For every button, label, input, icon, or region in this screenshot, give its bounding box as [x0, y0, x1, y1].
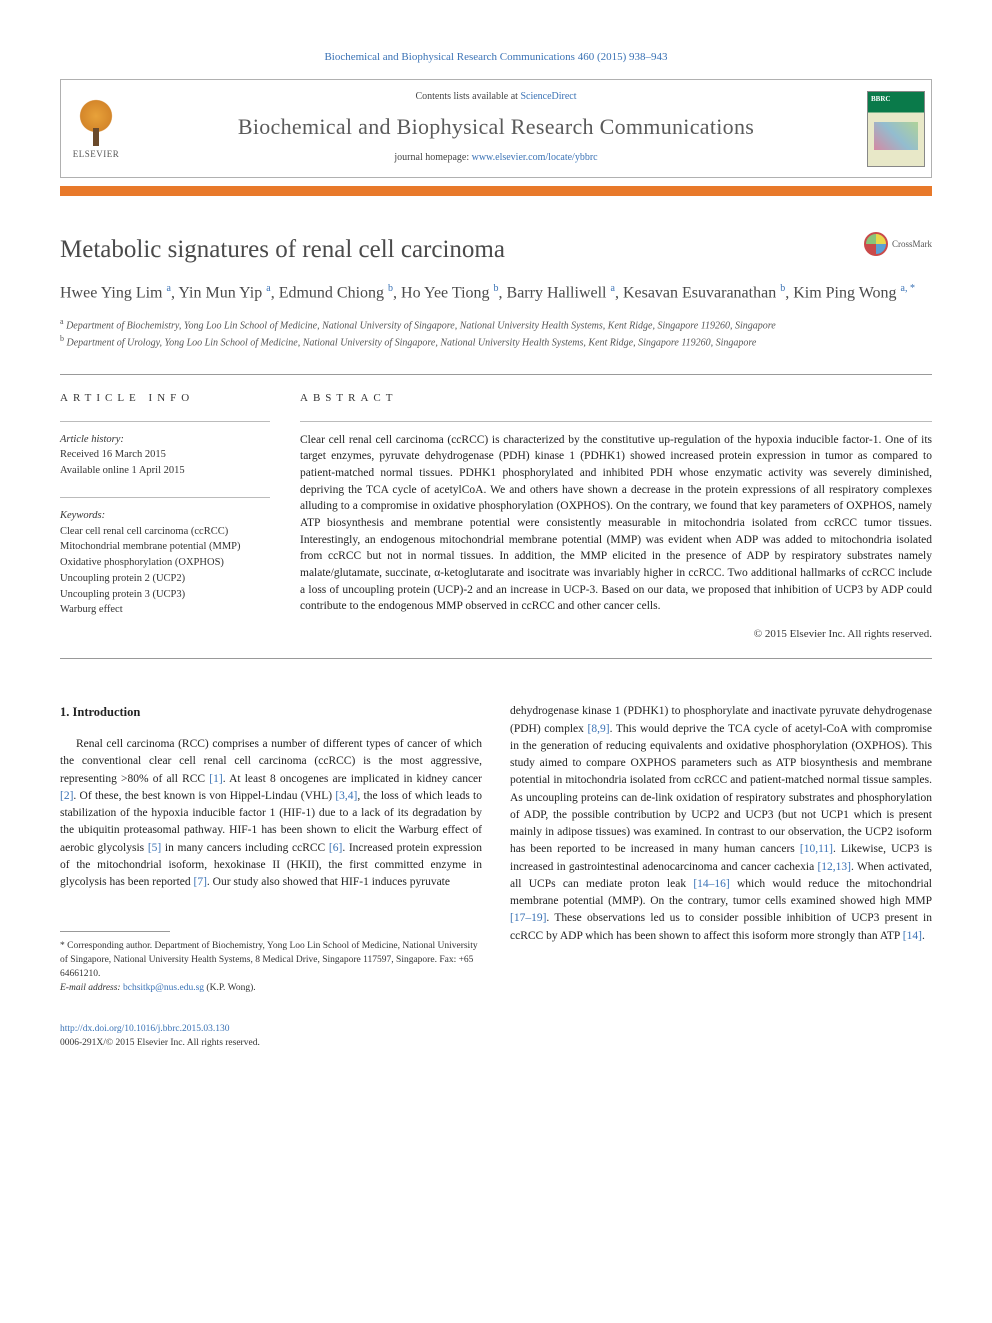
bottom-identifiers: http://dx.doi.org/10.1016/j.bbrc.2015.03…	[60, 1023, 932, 1050]
crossmark-icon	[864, 232, 888, 256]
abstract-label: ABSTRACT	[300, 391, 932, 406]
article-history: Article history: Received 16 March 2015 …	[60, 432, 270, 479]
contents-prefix: Contents lists available at	[415, 91, 520, 102]
journal-header: ELSEVIER Contents lists available at Sci…	[60, 79, 932, 178]
header-center: Contents lists available at ScienceDirec…	[131, 80, 861, 177]
abstract-text: Clear cell renal cell carcinoma (ccRCC) …	[300, 432, 932, 615]
email-suffix: (K.P. Wong).	[204, 983, 256, 993]
journal-homepage: journal homepage: www.elsevier.com/locat…	[141, 151, 851, 165]
intro-paragraph-2: dehydrogenase kinase 1 (PDHK1) to phosph…	[510, 703, 932, 945]
section-divider	[60, 658, 932, 659]
article-title: Metabolic signatures of renal cell carci…	[60, 232, 505, 267]
sciencedirect-link[interactable]: ScienceDirect	[520, 91, 576, 102]
issn-copyright: 0006-291X/© 2015 Elsevier Inc. All right…	[60, 1037, 932, 1050]
intro-paragraph-1: Renal cell carcinoma (RCC) comprises a n…	[60, 736, 482, 891]
citation-ref[interactable]: [17–19]	[510, 912, 546, 924]
body-column-left: 1. Introduction Renal cell carcinoma (RC…	[60, 703, 482, 995]
keyword-item: Clear cell renal cell carcinoma (ccRCC)	[60, 524, 270, 540]
citation-ref[interactable]: [8,9]	[588, 723, 610, 735]
affiliations: a Department of Biochemistry, Yong Loo L…	[60, 316, 932, 351]
crossmark-label: CrossMark	[892, 238, 932, 251]
keyword-item: Uncoupling protein 3 (UCP3)	[60, 587, 270, 603]
abstract-copyright: © 2015 Elsevier Inc. All rights reserved…	[300, 627, 932, 642]
citation-ref[interactable]: [10,11]	[800, 843, 833, 855]
email-link[interactable]: bchsitkp@nus.edu.sg	[123, 983, 204, 993]
online-date: Available online 1 April 2015	[60, 463, 270, 479]
citation-ref[interactable]: [5]	[148, 842, 161, 854]
journal-cover-icon	[867, 91, 925, 167]
keywords-block: Keywords: Clear cell renal cell carcinom…	[60, 508, 270, 618]
contents-line: Contents lists available at ScienceDirec…	[141, 90, 851, 104]
citation-ref[interactable]: [14]	[903, 930, 922, 942]
info-divider	[60, 421, 270, 422]
body-column-right: dehydrogenase kinase 1 (PDHK1) to phosph…	[510, 703, 932, 995]
article-info-label: ARTICLE INFO	[60, 391, 270, 406]
citation-ref[interactable]: [12,13]	[817, 861, 851, 873]
affiliation-b: b Department of Urology, Yong Loo Lin Sc…	[60, 333, 932, 350]
keyword-item: Mitochondrial membrane potential (MMP)	[60, 539, 270, 555]
affiliation-a: a Department of Biochemistry, Yong Loo L…	[60, 316, 932, 333]
article-info-column: ARTICLE INFO Article history: Received 1…	[60, 375, 270, 658]
keywords-label: Keywords:	[60, 508, 270, 524]
publisher-logo-block: ELSEVIER	[61, 80, 131, 177]
authors-line: Hwee Ying Lim a, Yin Mun Yip a, Edmund C…	[60, 281, 932, 305]
elsevier-tree-icon	[71, 96, 121, 146]
keyword-item: Oxidative phosphorylation (OXPHOS)	[60, 555, 270, 571]
info-divider	[60, 497, 270, 498]
homepage-prefix: journal homepage:	[394, 152, 471, 163]
cover-block	[861, 80, 931, 177]
citation-ref[interactable]: [1]	[209, 773, 222, 785]
citation-ref[interactable]: [6]	[329, 842, 342, 854]
doi-link[interactable]: http://dx.doi.org/10.1016/j.bbrc.2015.03…	[60, 1023, 932, 1036]
abstract-column: ABSTRACT Clear cell renal cell carcinoma…	[300, 375, 932, 658]
corresponding-text: * Corresponding author. Department of Bi…	[60, 940, 482, 981]
email-label: E-mail address:	[60, 983, 123, 993]
info-divider	[300, 421, 932, 422]
accent-bar	[60, 186, 932, 196]
journal-name: Biochemical and Biophysical Research Com…	[141, 112, 851, 143]
top-citation: Biochemical and Biophysical Research Com…	[60, 50, 932, 65]
intro-heading: 1. Introduction	[60, 703, 482, 722]
citation-ref[interactable]: [14–16]	[693, 878, 729, 890]
footnote-divider	[60, 931, 170, 932]
publisher-name: ELSEVIER	[73, 148, 120, 161]
keyword-item: Warburg effect	[60, 602, 270, 618]
received-date: Received 16 March 2015	[60, 447, 270, 463]
body-columns: 1. Introduction Renal cell carcinoma (RC…	[60, 703, 932, 995]
citation-ref[interactable]: [3,4]	[335, 790, 357, 802]
homepage-url[interactable]: www.elsevier.com/locate/ybbrc	[472, 152, 598, 163]
crossmark-badge[interactable]: CrossMark	[864, 232, 932, 256]
citation-ref[interactable]: [7]	[194, 876, 207, 888]
corresponding-author-footnote: * Corresponding author. Department of Bi…	[60, 940, 482, 995]
history-label: Article history:	[60, 432, 270, 448]
citation-ref[interactable]: [2]	[60, 790, 73, 802]
keyword-item: Uncoupling protein 2 (UCP2)	[60, 571, 270, 587]
